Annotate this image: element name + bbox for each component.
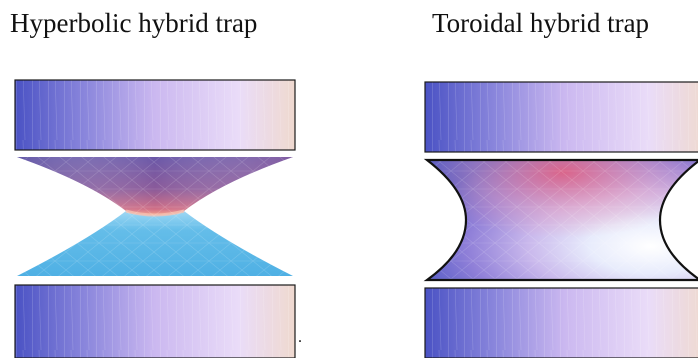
toroidal-bottom-endcap — [424, 287, 698, 358]
panel-title-toroidal: Toroidal hybrid trap — [432, 8, 650, 38]
panel-title-hyperbolic: Hyperbolic hybrid trap — [10, 8, 258, 38]
hyperbolic-top-endcap — [14, 79, 296, 151]
hyperbolic-ring-electrode — [17, 157, 293, 276]
hyperbolic-trap — [14, 79, 296, 358]
toroidal-top-endcap — [424, 81, 698, 153]
trailing-period: . — [298, 329, 302, 346]
hyperbolic-bottom-endcap — [14, 284, 296, 358]
toroidal-ring-electrode — [423, 158, 698, 282]
toroidal-trap — [423, 81, 698, 358]
